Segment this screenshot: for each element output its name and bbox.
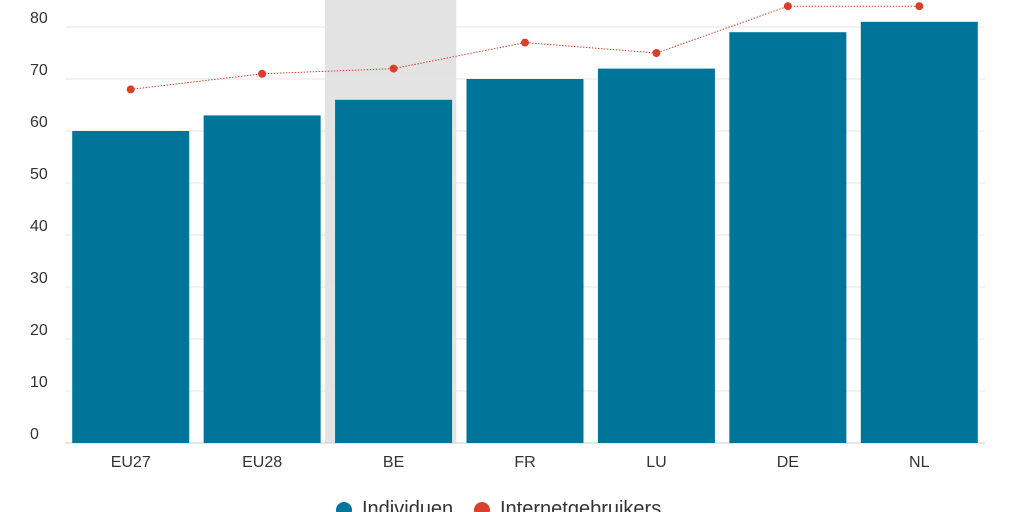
bar-lu [597, 68, 715, 443]
x-tick-label-de: DE [777, 454, 799, 471]
point-internetgebruikers-be [389, 64, 398, 73]
legend-label-individuen: Individuen [362, 498, 453, 512]
y-tick-label-0: 0 [30, 426, 39, 443]
x-tick-label-eu27: EU27 [111, 454, 151, 471]
legend-swatch-internetgebruikers [474, 502, 490, 512]
x-tick-label-fr: FR [514, 454, 535, 471]
x-tick-label-be: BE [383, 454, 404, 471]
bar-series [72, 21, 978, 444]
point-internetgebruikers-eu28 [258, 69, 267, 78]
point-internetgebruikers-lu [652, 49, 661, 57]
y-tick-label-20: 20 [30, 322, 48, 339]
bar-eu28 [203, 115, 321, 444]
bar-eu27 [72, 131, 190, 443]
y-tick-label-40: 40 [30, 218, 48, 235]
bar-fr [466, 79, 584, 443]
legend-swatch-individuen [336, 502, 352, 512]
y-tick-label-60: 60 [30, 114, 48, 131]
y-tick-label-10: 10 [30, 374, 48, 391]
bar-nl [860, 21, 978, 444]
y-tick-label-50: 50 [30, 166, 48, 183]
point-internetgebruikers-nl [915, 2, 924, 11]
bar-de [729, 32, 847, 443]
y-tick-label-70: 70 [30, 62, 48, 79]
x-tick-label-nl: NL [909, 454, 930, 471]
legend: Individuen Internetgebruikers [336, 498, 661, 512]
point-internetgebruikers-fr [521, 38, 529, 47]
point-internetgebruikers-de [783, 2, 792, 11]
point-internetgebruikers-eu27 [126, 85, 135, 94]
x-axis-labels: EU27 EU28 BE FR LU DE NL [111, 454, 930, 471]
legend-label-internetgebruikers: Internetgebruikers [500, 498, 661, 512]
bar-be [335, 99, 453, 444]
x-tick-label-eu28: EU28 [242, 454, 282, 471]
y-tick-label-80: 80 [30, 10, 48, 27]
y-tick-label-30: 30 [30, 270, 48, 287]
line-series [126, 2, 924, 94]
y-axis-ticks: 0 10 20 30 40 50 60 70 80 [30, 10, 48, 443]
x-tick-label-lu: LU [646, 454, 666, 471]
